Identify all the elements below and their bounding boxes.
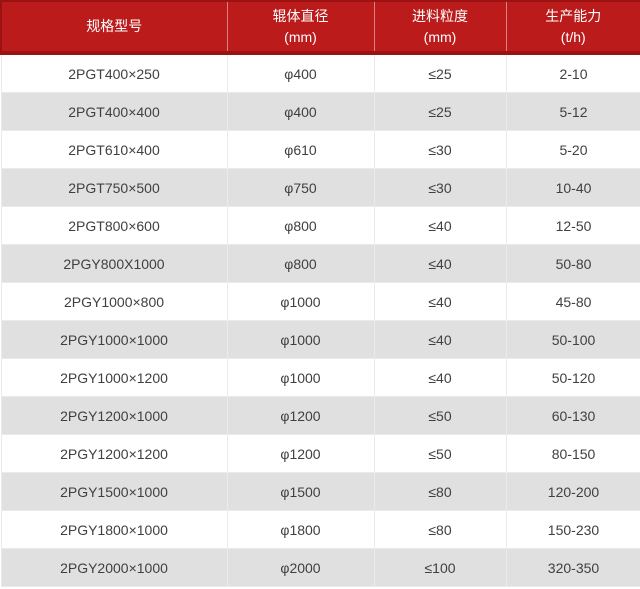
table-row: 2PGY1000×1200 φ1000 ≤40 50-120 bbox=[0, 358, 640, 397]
cell-roller-diameter: φ1200 bbox=[226, 434, 375, 473]
table-row: 2PGY2000×1000 φ2000 ≤100 320-350 bbox=[0, 548, 640, 587]
cell-roller-diameter: φ750 bbox=[226, 168, 375, 207]
table-row: 2PGT400×250 φ400 ≤25 2-10 bbox=[0, 52, 640, 93]
cell-feed-size: ≤25 bbox=[373, 92, 507, 131]
header-unit-roller-diameter: (mm) bbox=[284, 28, 317, 45]
cell-model: 2PGT610×400 bbox=[0, 130, 228, 169]
cell-roller-diameter: φ800 bbox=[226, 244, 375, 283]
cell-feed-size: ≤25 bbox=[373, 52, 507, 93]
header-cell-feed-size: 进料粒度 (mm) bbox=[373, 0, 506, 55]
table-row: 2PGY1500×1000 φ1500 ≤80 120-200 bbox=[0, 472, 640, 511]
header-label-roller-diameter: 辊体直径 bbox=[272, 7, 329, 24]
cell-capacity: 120-200 bbox=[505, 472, 640, 511]
cell-roller-diameter: φ1000 bbox=[226, 358, 375, 397]
cell-capacity: 60-130 bbox=[505, 396, 640, 435]
table-row: 2PGT400×400 φ400 ≤25 5-12 bbox=[0, 92, 640, 131]
cell-capacity: 10-40 bbox=[505, 168, 640, 207]
header-label-feed-size: 进料粒度 bbox=[412, 7, 468, 24]
cell-roller-diameter: φ2000 bbox=[226, 548, 375, 587]
table-row: 2PGY800X1000 φ800 ≤40 50-80 bbox=[0, 244, 640, 283]
cell-feed-size: ≤40 bbox=[373, 282, 507, 321]
cell-capacity: 150-230 bbox=[505, 510, 640, 549]
cell-capacity: 50-120 bbox=[505, 358, 640, 397]
cell-capacity: 320-350 bbox=[505, 548, 640, 587]
cell-roller-diameter: φ1500 bbox=[226, 472, 375, 511]
cell-roller-diameter: φ400 bbox=[226, 52, 375, 93]
table-row: 2PGY1000×1000 φ1000 ≤40 50-100 bbox=[0, 320, 640, 359]
cell-capacity: 12-50 bbox=[505, 206, 640, 245]
table-row: 2PGY1800×1000 φ1800 ≤80 150-230 bbox=[0, 510, 640, 549]
cell-feed-size: ≤30 bbox=[373, 168, 507, 207]
cell-model: 2PGY1000×1000 bbox=[0, 320, 228, 359]
cell-roller-diameter: φ1000 bbox=[226, 282, 375, 321]
cell-feed-size: ≤40 bbox=[373, 320, 507, 359]
header-unit-feed-size: (mm) bbox=[423, 28, 457, 45]
cell-model: 2PGT400×400 bbox=[0, 92, 228, 131]
cell-model: 2PGY1200×1000 bbox=[0, 396, 228, 435]
header-label-capacity: 生产能力 bbox=[545, 7, 602, 24]
cell-feed-size: ≤40 bbox=[373, 244, 507, 283]
cell-feed-size: ≤50 bbox=[373, 396, 507, 435]
header-row: 规格型号 辊体直径 (mm) 进料粒度 (mm) 生产能力 (t/h) bbox=[0, 0, 640, 55]
cell-roller-diameter: φ1800 bbox=[226, 510, 375, 549]
cell-model: 2PGT750×500 bbox=[0, 168, 228, 207]
cell-feed-size: ≤40 bbox=[373, 358, 507, 397]
table-row: 2PGY1200×1000 φ1200 ≤50 60-130 bbox=[0, 396, 640, 435]
cell-roller-diameter: φ1200 bbox=[226, 396, 375, 435]
header-cell-model: 规格型号 bbox=[0, 0, 227, 55]
cell-model: 2PGY1200×1200 bbox=[0, 434, 228, 473]
cell-model: 2PGY1500×1000 bbox=[0, 472, 228, 511]
cell-feed-size: ≤30 bbox=[373, 130, 507, 169]
spec-table-body: 2PGT400×250 φ400 ≤25 2-10 2PGT400×400 φ4… bbox=[0, 52, 640, 587]
cell-capacity: 45-80 bbox=[505, 282, 640, 321]
table-row: 2PGT610×400 φ610 ≤30 5-20 bbox=[0, 130, 640, 169]
header-cell-roller-diameter: 辊体直径 (mm) bbox=[226, 0, 374, 55]
cell-capacity: 2-10 bbox=[505, 52, 640, 93]
cell-capacity: 50-80 bbox=[505, 244, 640, 283]
header-label-model: 规格型号 bbox=[86, 18, 143, 34]
cell-feed-size: ≤80 bbox=[373, 472, 507, 511]
table-row: 2PGT750×500 φ750 ≤30 10-40 bbox=[0, 168, 640, 207]
cell-roller-diameter: φ610 bbox=[226, 130, 375, 169]
cell-model: 2PGT400×250 bbox=[0, 52, 228, 93]
table-row: 2PGY1000×800 φ1000 ≤40 45-80 bbox=[0, 282, 640, 321]
cell-feed-size: ≤40 bbox=[373, 206, 507, 245]
cell-capacity: 80-150 bbox=[505, 434, 640, 473]
cell-roller-diameter: φ1000 bbox=[226, 320, 375, 359]
cell-capacity: 50-100 bbox=[505, 320, 640, 359]
cell-model: 2PGY1800×1000 bbox=[0, 510, 228, 549]
header-unit-capacity: (t/h) bbox=[560, 28, 586, 45]
table-row: 2PGT800×600 φ800 ≤40 12-50 bbox=[0, 206, 640, 245]
cell-feed-size: ≤80 bbox=[373, 510, 507, 549]
cell-roller-diameter: φ800 bbox=[226, 206, 375, 245]
cell-feed-size: ≤100 bbox=[373, 548, 507, 587]
cell-model: 2PGY1000×800 bbox=[0, 282, 228, 321]
cell-feed-size: ≤50 bbox=[373, 434, 507, 473]
cell-model: 2PGY1000×1200 bbox=[0, 358, 228, 397]
cell-model: 2PGY2000×1000 bbox=[0, 548, 228, 587]
cell-roller-diameter: φ400 bbox=[226, 92, 375, 131]
cell-capacity: 5-12 bbox=[505, 92, 640, 131]
table-row: 2PGY1200×1200 φ1200 ≤50 80-150 bbox=[0, 434, 640, 473]
spec-table-header: 规格型号 辊体直径 (mm) 进料粒度 (mm) 生产能力 (t/h) bbox=[0, 0, 640, 55]
header-cell-capacity: 生产能力 (t/h) bbox=[505, 0, 640, 55]
cell-model: 2PGY800X1000 bbox=[0, 244, 228, 283]
cell-capacity: 5-20 bbox=[505, 130, 640, 169]
cell-model: 2PGT800×600 bbox=[0, 206, 228, 245]
